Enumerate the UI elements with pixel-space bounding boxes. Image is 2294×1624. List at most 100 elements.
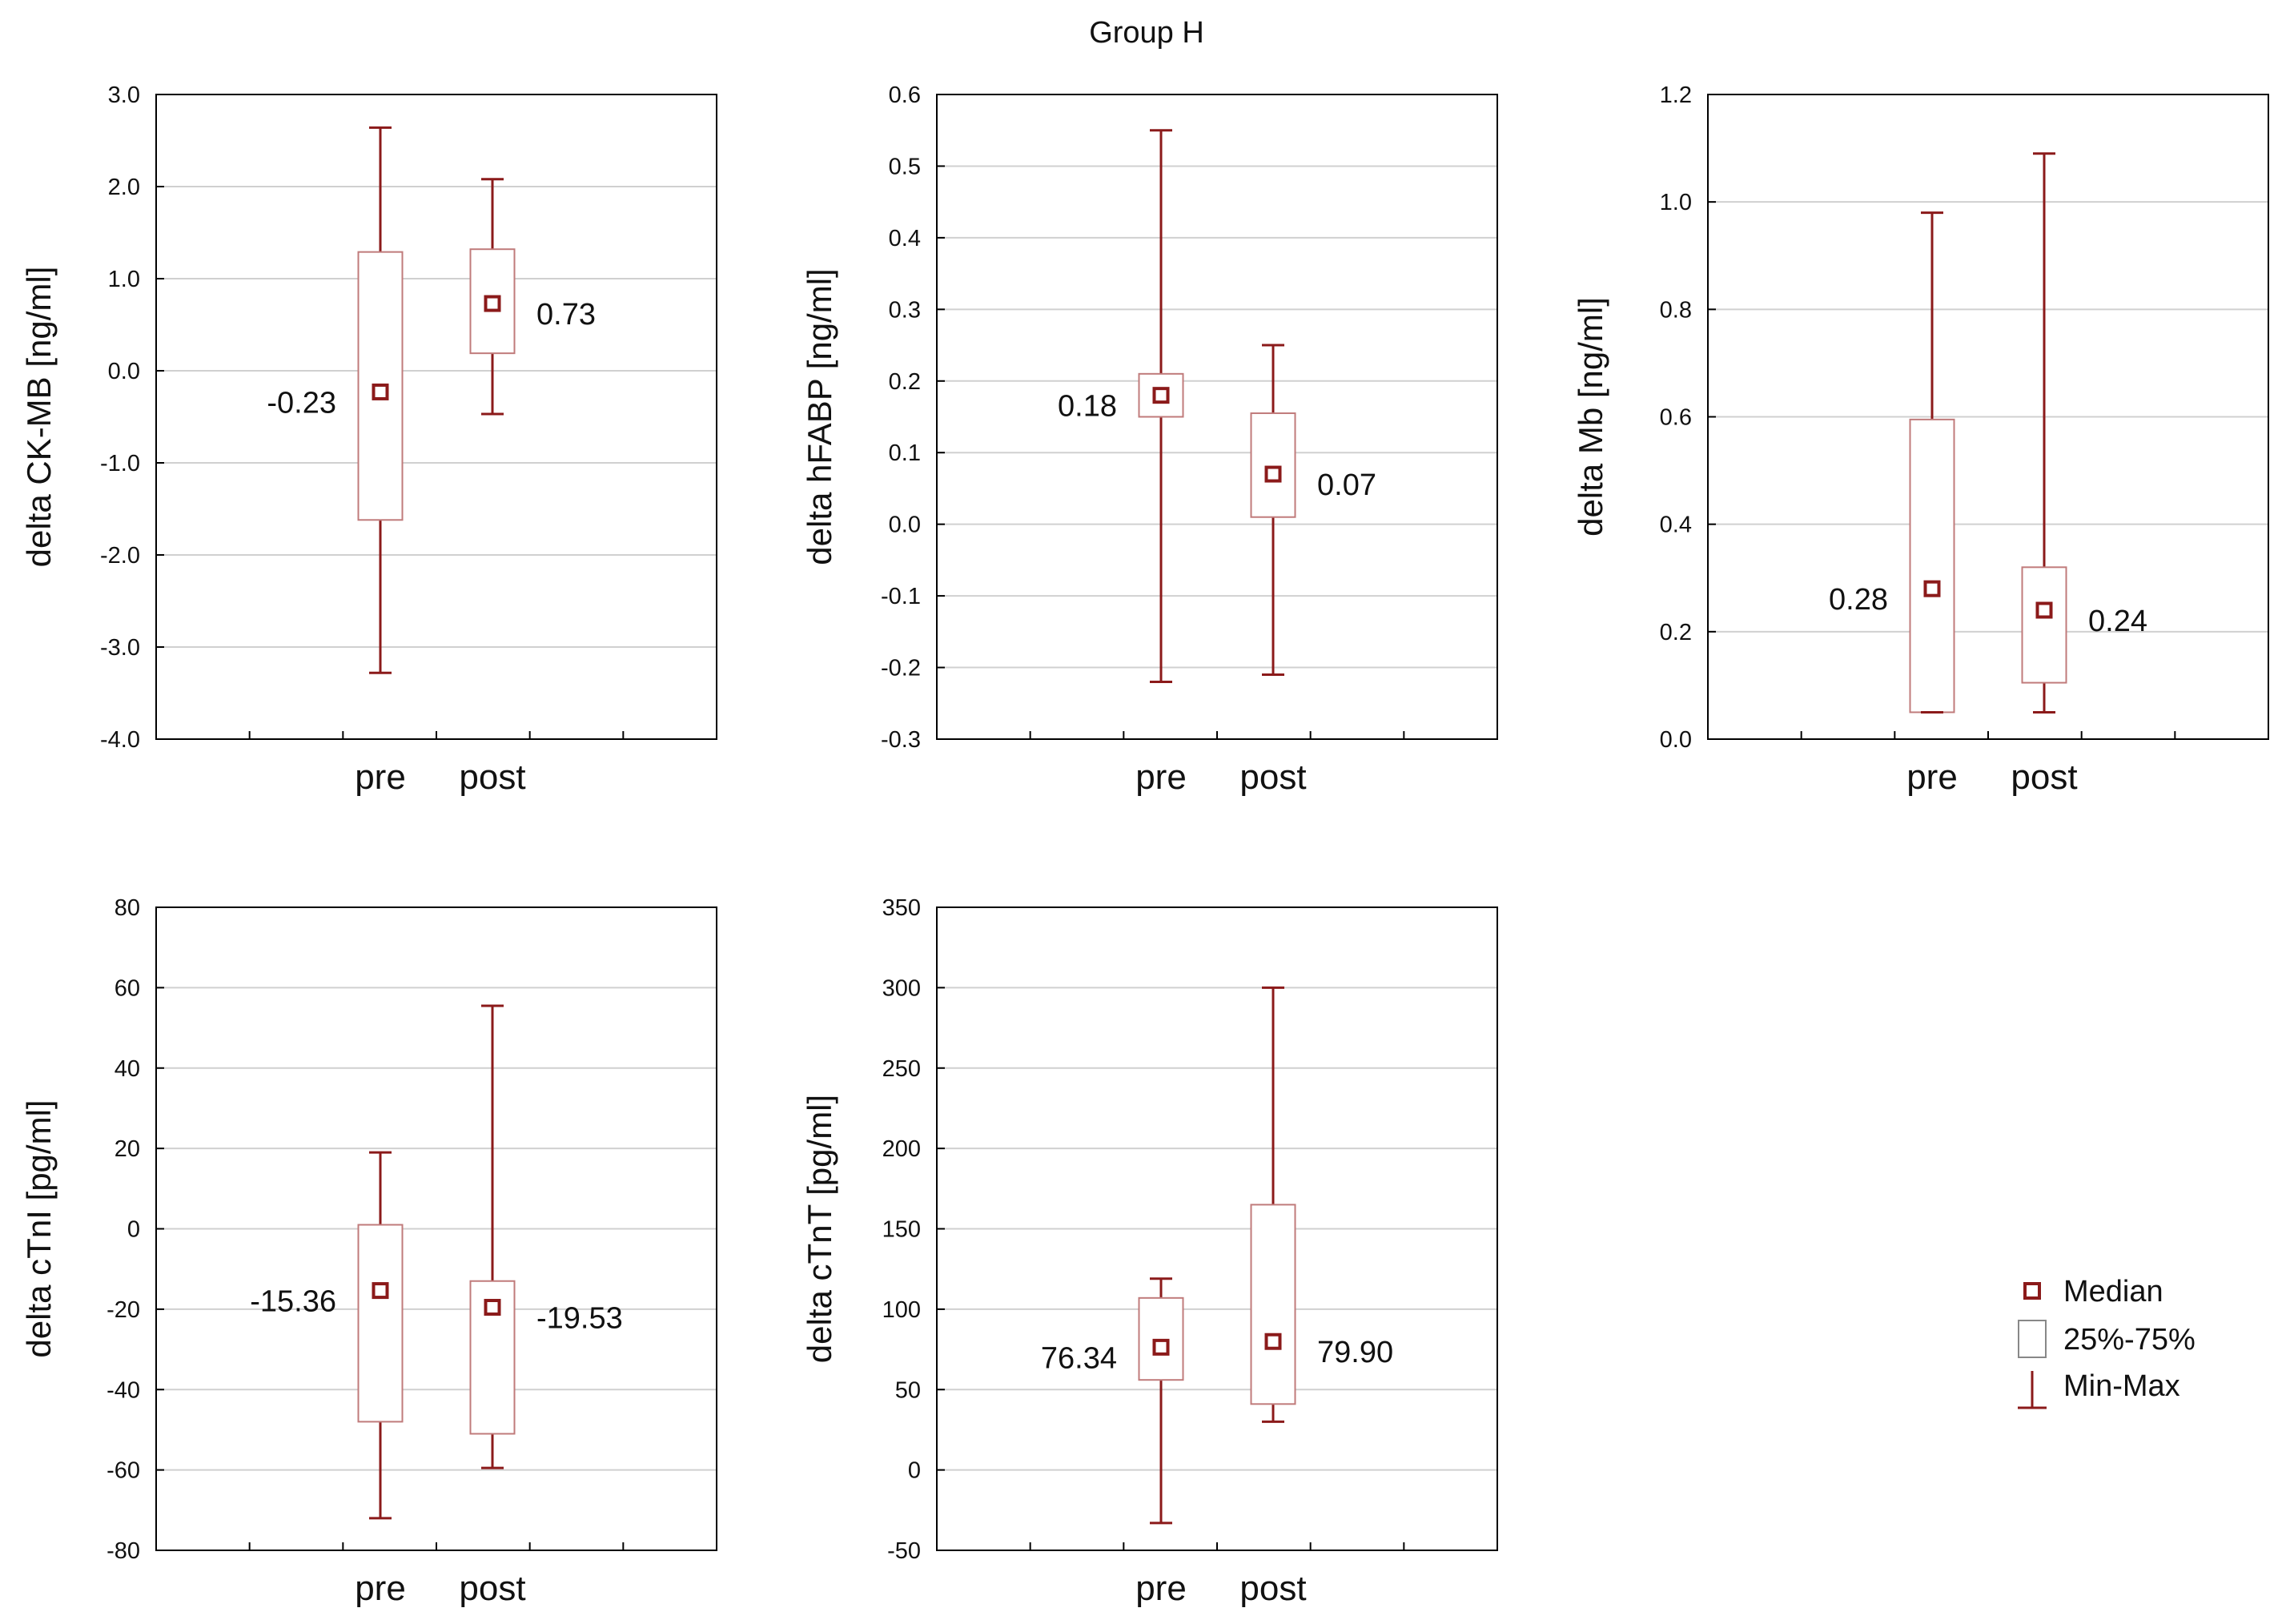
median-marker — [484, 1299, 501, 1316]
box-pre: 0.28 — [1829, 211, 1955, 714]
x-category-label: post — [1239, 758, 1306, 797]
plot-frame — [1707, 94, 2269, 740]
y-tick-label: -60 — [106, 1458, 140, 1484]
median-value-label: -15.36 — [250, 1285, 336, 1319]
legend-item-iqr: 25%-75% — [2018, 1320, 2196, 1358]
y-tick-label: 20 — [114, 1136, 140, 1162]
median-value-label: 0.73 — [536, 298, 596, 332]
y-axis-label: delta cTnT [pg/ml] — [801, 1095, 838, 1363]
median-marker — [372, 1282, 389, 1300]
median-marker — [372, 383, 389, 400]
box-post: 79.90 — [1250, 986, 1393, 1423]
x-category-label: post — [2011, 758, 2077, 797]
box-icon — [2018, 1320, 2047, 1358]
y-axis-label: delta CK-MB [ng/ml] — [20, 267, 58, 568]
plot-frame — [155, 906, 717, 1551]
median-value-label: -19.53 — [536, 1302, 623, 1336]
median-square-icon — [2023, 1282, 2041, 1300]
y-tick-label: -0.2 — [881, 656, 921, 681]
y-tick-label: -3.0 — [100, 635, 140, 661]
y-tick-label: 0.1 — [889, 440, 921, 466]
y-tick-label: 2.0 — [108, 175, 140, 200]
y-tick-label: 60 — [114, 975, 140, 1001]
y-tick-label: 0.2 — [1660, 620, 1692, 645]
x-category-label: pre — [355, 758, 406, 797]
whisker-icon — [2018, 1371, 2047, 1409]
plot-frame — [155, 94, 717, 740]
legend: Median 25%-75% Min-Max — [2018, 1275, 2196, 1409]
y-tick-label: 1.0 — [1660, 190, 1692, 215]
x-category-label: pre — [1906, 758, 1958, 797]
y-tick-label: -0.3 — [881, 727, 921, 753]
box-pre: 76.34 — [1041, 1277, 1184, 1525]
median-value-label: 0.18 — [1058, 390, 1117, 424]
median-marker — [1264, 1333, 1282, 1350]
iqr-box — [2021, 566, 2067, 684]
y-tick-label: -80 — [106, 1538, 140, 1564]
y-tick-label: 80 — [114, 895, 140, 921]
y-tick-label: 0.3 — [889, 297, 921, 323]
y-tick-label: 50 — [895, 1377, 921, 1403]
y-tick-label: -4.0 — [100, 727, 140, 753]
plot-panel: 80 60 40 20 0 -20 -40 -60 -80 delta cTnI [pg/ml] p… — [20, 895, 717, 1608]
plot-panel: 3.0 2.0 1.0 0.0 -1.0 -2.0 -3.0 -4.0 delta CK-MB … — [20, 82, 717, 797]
box-pre: -0.23 — [267, 126, 404, 674]
legend-item-range: Min-Max — [2018, 1369, 2180, 1409]
median-marker — [1152, 1338, 1170, 1356]
median-marker — [2035, 601, 2053, 619]
iqr-box — [357, 1224, 404, 1423]
legend-label: Median — [2063, 1275, 2163, 1308]
y-axis-label: delta cTnI [pg/ml] — [20, 1099, 58, 1357]
median-marker — [1923, 580, 1941, 597]
y-tick-label: 100 — [882, 1297, 921, 1323]
legend-label: 25%-75% — [2063, 1323, 2196, 1357]
box-pre: -15.36 — [250, 1151, 404, 1520]
y-tick-label: 0.5 — [889, 154, 921, 179]
y-tick-label: 250 — [882, 1056, 921, 1082]
y-tick-label: 0.0 — [889, 513, 921, 538]
box-pre: 0.18 — [1058, 129, 1184, 683]
median-marker — [1152, 387, 1170, 404]
box-post: 0.24 — [2021, 152, 2147, 714]
iqr-box — [1250, 412, 1296, 518]
y-tick-label: 1.0 — [108, 267, 140, 292]
y-tick-label: 0.0 — [1660, 727, 1692, 753]
y-tick-label: 300 — [882, 975, 921, 1001]
y-tick-label: 0.4 — [1660, 513, 1692, 538]
y-tick-label: -20 — [106, 1297, 140, 1323]
median-value-label: -0.23 — [267, 386, 336, 420]
legend-item-median: Median — [2023, 1275, 2163, 1308]
iqr-box — [1250, 1204, 1296, 1405]
x-category-label: pre — [1135, 758, 1187, 797]
median-value-label: 0.24 — [2088, 605, 2147, 638]
y-tick-label: 3.0 — [108, 82, 140, 108]
median-value-label: 0.28 — [1829, 583, 1888, 617]
y-tick-label: 0 — [127, 1217, 140, 1243]
figure-title: Group H — [1089, 16, 1204, 50]
median-value-label: 0.07 — [1317, 468, 1376, 502]
y-tick-label: -2.0 — [100, 543, 140, 569]
plot-panel: 0.6 0.5 0.4 0.3 0.2 0.1 0.0 -0.1 -0.2 -0.3 delta h… — [801, 82, 1498, 797]
y-axis-label: delta hFABP [ng/ml] — [801, 268, 838, 565]
y-tick-label: 350 — [882, 895, 921, 921]
y-tick-label: 0.8 — [1660, 297, 1692, 323]
y-tick-label: -0.1 — [881, 584, 921, 609]
y-tick-label: 150 — [882, 1217, 921, 1243]
y-tick-label: 0.4 — [889, 226, 921, 251]
y-tick-label: -40 — [106, 1377, 140, 1403]
box-post: -19.53 — [469, 1004, 623, 1469]
y-tick-label: 0.2 — [889, 369, 921, 395]
y-axis-label: delta Mb [ng/ml] — [1572, 297, 1609, 537]
y-tick-label: 0.6 — [889, 82, 921, 108]
y-tick-label: 0.6 — [1660, 405, 1692, 431]
y-tick-label: 1.2 — [1660, 82, 1692, 108]
x-category-label: post — [459, 758, 525, 797]
median-value-label: 79.90 — [1317, 1336, 1393, 1369]
plot-panel: 1.2 1.0 0.8 0.6 0.4 0.2 0.0 delta Mb [ng/ml] pre… — [1572, 82, 2269, 797]
iqr-box — [1909, 418, 1955, 714]
box-post: 0.73 — [469, 178, 596, 416]
median-marker — [484, 295, 501, 312]
plot-frame — [936, 94, 1498, 740]
x-category-label: pre — [1135, 1569, 1187, 1608]
